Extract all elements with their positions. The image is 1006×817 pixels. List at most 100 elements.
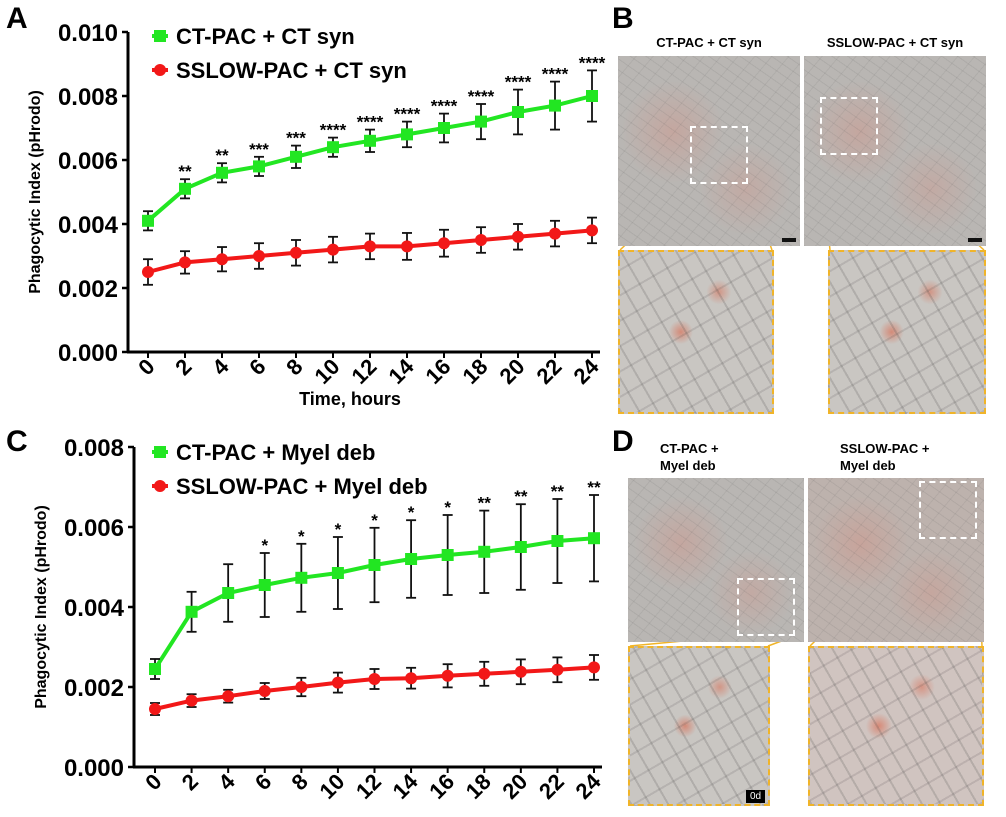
data-point [549,99,561,112]
series-green [142,69,598,232]
data-point [514,541,527,553]
x-tick-label: 24 [569,353,605,389]
legend-label: CT-PAC + Myel deb [176,440,375,465]
panel-label-b: B [612,2,634,35]
series-green [149,494,600,680]
data-point [514,665,527,678]
x-tick-label: 4 [213,768,240,795]
panel-label-c: C [6,425,28,458]
panel-label-d: D [612,425,634,458]
panel-d-title-ct: CT-PAC + Myel deb [660,441,719,473]
data-point [142,214,154,227]
series-red [142,216,598,286]
significance-marker: **** [542,65,569,84]
inset-b-sslow [828,250,986,414]
inset-b-ct [618,250,774,414]
significance-marker: * [298,527,305,546]
inset-d-sslow [808,646,984,806]
data-point [364,134,376,147]
data-point [586,224,598,237]
micrograph-b-ct [618,56,800,246]
data-point [253,250,265,262]
significance-marker: ** [478,494,492,513]
x-tick-label: 8 [287,769,313,795]
significance-marker: ** [514,487,528,506]
panel-d-title-sslow: SSLOW-PAC + Myel deb [840,441,930,473]
significance-marker: * [444,498,451,517]
data-point [438,237,450,250]
panel-b-title-ct: CT-PAC + CT syn [656,35,762,50]
y-tick-label: 0.006 [58,148,118,175]
data-point [364,240,376,253]
x-tick-label: 0 [140,769,166,795]
significance-marker: ** [178,162,192,181]
x-tick-label: 12 [351,769,386,804]
legend-label: CT-PAC + CT syn [176,24,355,49]
significance-marker: **** [468,87,495,106]
x-tick-label: 18 [461,769,496,804]
x-tick-label: 22 [532,354,567,389]
micrograph-d-sslow [808,478,984,642]
y-tick-label: 0.004 [64,595,125,622]
legend-label: SSLOW-PAC + Myel deb [176,474,428,499]
data-point [441,549,454,561]
significance-marker: *** [286,129,306,148]
data-point [441,669,454,682]
zoom-region-d-sslow [919,481,977,539]
y-axis-label: Phagocytic Index (pHrodo) [27,90,44,294]
panel-label-a: A [6,2,28,35]
x-tick-label: 22 [534,769,569,804]
x-tick-label: 6 [244,354,270,380]
x-tick-label: 14 [384,353,420,389]
data-point [179,256,191,269]
y-tick-label: 0.002 [64,675,124,702]
y-tick-label: 0.008 [58,84,118,111]
zoom-region-b-sslow [820,97,878,155]
x-tick-label: 2 [170,354,196,380]
x-tick-label: 0 [133,354,159,380]
y-tick-label: 0.002 [58,276,118,303]
x-tick-label: 24 [571,768,607,804]
data-point [368,559,381,571]
x-tick-label: 12 [347,354,382,389]
data-point [290,246,302,259]
y-tick-label: 0.010 [58,20,118,47]
data-point [475,234,487,246]
data-point [586,90,598,102]
data-point [549,227,561,240]
data-point [405,672,418,685]
data-point [438,122,450,134]
data-point [551,663,564,676]
significance-marker: **** [394,105,421,124]
x-tick-label: 20 [495,354,530,389]
y-tick-label: 0.008 [64,435,124,462]
x-tick-label: 4 [207,353,234,380]
y-tick-label: 0.004 [58,212,119,239]
data-point [588,661,600,674]
x-tick-label: 6 [250,769,276,795]
micrograph-b-sslow [804,56,986,246]
data-point [405,553,418,565]
data-point [512,230,524,243]
zoom-region-b-ct [690,126,748,184]
data-point [185,605,198,618]
data-point [478,667,491,680]
data-point [475,115,487,128]
significance-marker: ** [215,146,229,165]
data-point [179,182,191,195]
data-point [149,663,161,675]
data-point [216,253,228,266]
data-point [222,690,235,703]
inset-d-ct [628,646,770,806]
x-tick-label: 14 [388,768,424,804]
significance-marker: **** [505,73,532,92]
data-point [327,141,339,154]
data-point [185,694,198,707]
significance-marker: * [261,536,268,555]
data-point [253,160,265,173]
significance-marker: **** [431,97,458,116]
significance-marker: ** [587,478,601,497]
